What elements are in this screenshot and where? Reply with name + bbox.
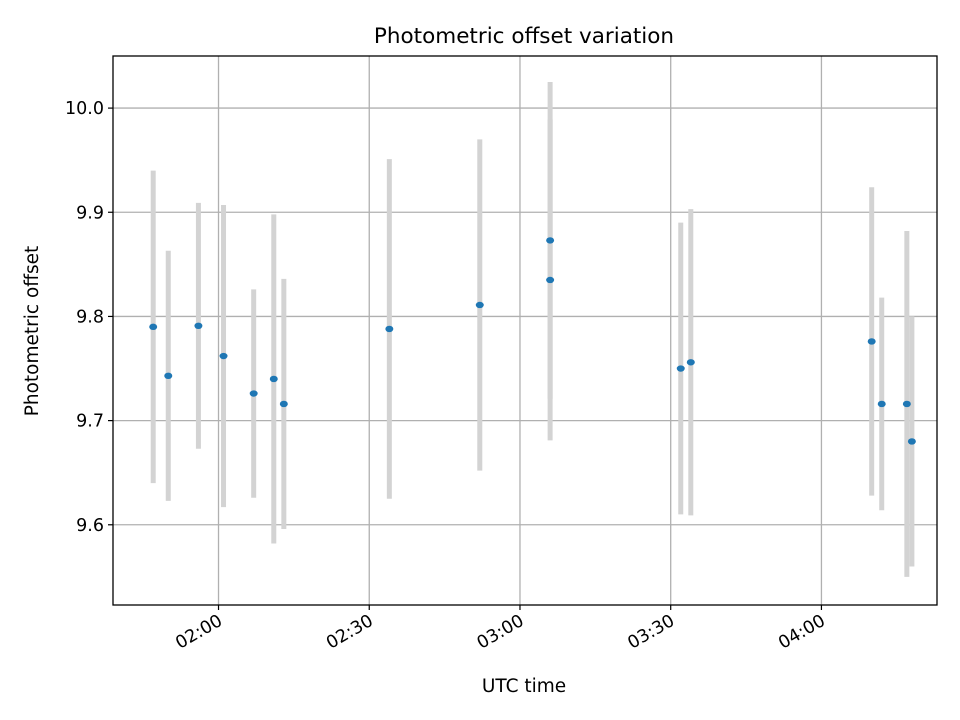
x-tick-label: 03:30 <box>625 611 679 654</box>
data-point <box>877 400 886 408</box>
data-point <box>475 301 484 309</box>
x-tick-label: 02:00 <box>172 611 226 654</box>
x-tick-label: 04:00 <box>775 611 829 654</box>
chart-title: Photometric offset variation <box>374 24 674 49</box>
y-tick-label: 9.7 <box>76 412 104 432</box>
data-point <box>546 276 555 284</box>
data-point <box>249 390 258 397</box>
y-tick-label: 9.8 <box>76 307 104 327</box>
data-points <box>149 237 916 445</box>
data-point <box>546 237 555 244</box>
data-point <box>867 338 876 345</box>
error-bars <box>150 82 915 577</box>
data-point <box>676 365 685 372</box>
data-point <box>269 375 278 383</box>
data-point <box>385 325 394 333</box>
data-point <box>194 322 203 330</box>
x-tick-label: 02:30 <box>323 611 377 654</box>
data-point <box>686 359 695 366</box>
x-axis-label: UTC time <box>482 676 566 697</box>
data-point <box>902 400 911 408</box>
y-tick-label: 9.9 <box>76 203 104 223</box>
y-tick-label: 10.0 <box>65 99 104 119</box>
plot-frame <box>112 55 938 606</box>
data-point <box>907 438 916 445</box>
y-axis-label: Photometric offset <box>22 246 43 417</box>
x-tick-label: 03:00 <box>474 611 528 654</box>
x-axis: 02:00 02:30 03:00 03:30 04:00 <box>172 605 829 654</box>
data-point <box>219 352 228 360</box>
y-tick-label: 9.6 <box>76 516 104 536</box>
data-point <box>164 372 173 380</box>
grid <box>113 56 937 605</box>
data-point <box>149 323 158 331</box>
y-axis: 9.6 9.7 9.8 9.9 10.0 <box>65 99 113 536</box>
data-point <box>279 400 288 408</box>
